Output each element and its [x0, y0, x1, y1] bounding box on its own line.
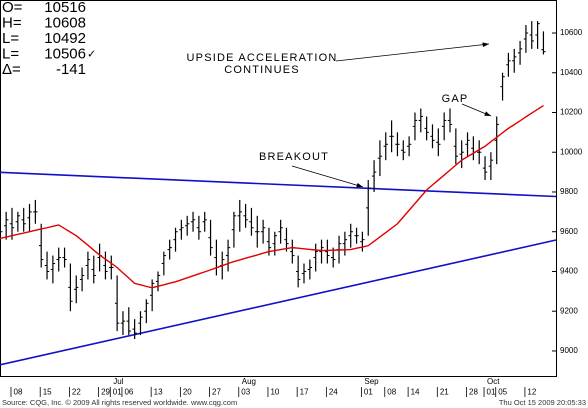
x-tick-label: 27 [212, 388, 221, 397]
month-label: Oct [487, 377, 500, 386]
footer-timestamp: Thu Oct 15 2009 20:05:33 [499, 398, 586, 407]
x-tick-label: 01 [113, 388, 122, 397]
annotation-arrow [335, 42, 490, 62]
readout-value: 10516 [44, 0, 86, 16]
x-tick-label: 29 [101, 388, 110, 397]
y-tick-label: 10200 [560, 108, 583, 117]
footer-source: Source: CQG, Inc. © 2009 All rights rese… [2, 398, 237, 407]
readout-label: O= [2, 0, 23, 16]
readout-label: H= [2, 14, 22, 31]
y-tick-label: 9800 [560, 187, 578, 196]
x-tick-label: 10 [270, 388, 279, 397]
annotation-arrow [291, 165, 364, 188]
x-tick-label: 22 [72, 388, 81, 397]
readout-value: 10492 [44, 30, 86, 47]
readout-label: L= [2, 45, 19, 62]
annotation: CONTINUES [224, 64, 300, 76]
y-tick-label: 9400 [560, 267, 578, 276]
x-tick-label: 20 [183, 388, 192, 397]
x-tick-label: 08 [387, 388, 396, 397]
x-tick-label: 24 [329, 388, 338, 397]
x-tick-label: 08 [14, 388, 23, 397]
x-tick-label: 01 [364, 388, 373, 397]
y-tick-label: 10400 [560, 68, 583, 77]
x-tick-label: 01 [487, 388, 496, 397]
annotation: UPSIDE ACCELERATION [187, 52, 338, 64]
month-label: Aug [242, 377, 256, 386]
moving-average [0, 104, 544, 289]
month-label: Jul [113, 377, 123, 386]
month-label: Sep [364, 377, 379, 386]
readout-label: L= [2, 30, 19, 47]
x-tick-label: 06 [124, 388, 133, 397]
trendline [0, 171, 557, 198]
x-tick-label: 05 [498, 388, 507, 397]
x-tick-label: 12 [527, 388, 536, 397]
y-tick-label: 9000 [560, 346, 578, 355]
annotation: GAP [442, 93, 469, 105]
y-tick-label: 9200 [560, 306, 578, 315]
readout-value: 10608 [44, 14, 86, 31]
readout-label: Δ= [2, 61, 21, 78]
readout-value: 10506 [44, 45, 86, 62]
x-tick-label: 28 [469, 388, 478, 397]
x-tick-label: 03 [241, 388, 250, 397]
readout-flag: ✓ [87, 48, 96, 60]
y-tick-label: 10000 [560, 147, 583, 156]
annotation-arrow [461, 103, 492, 117]
x-tick-label: 17 [300, 388, 309, 397]
x-tick-label: 14 [411, 388, 420, 397]
y-tick-label: 10600 [560, 28, 583, 37]
y-tick-label: 9600 [560, 227, 578, 236]
readout-value: -141 [56, 61, 86, 78]
annotation: BREAKOUT [259, 151, 329, 163]
trendline [0, 239, 557, 366]
x-tick-label: 15 [43, 388, 52, 397]
x-tick-label: 21 [440, 388, 449, 397]
plot-frame [0, 0, 557, 377]
x-tick-label: 13 [154, 388, 163, 397]
